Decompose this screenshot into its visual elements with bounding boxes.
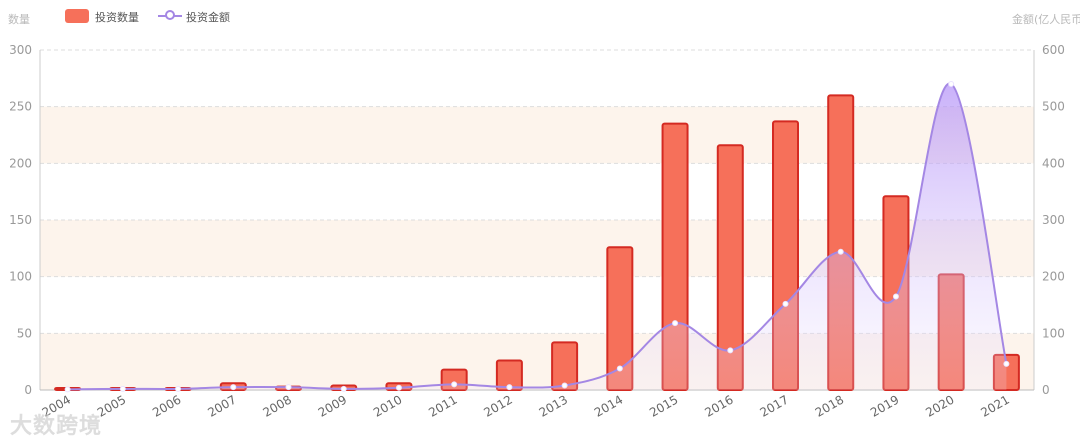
x-tick-label: 2006	[150, 392, 183, 419]
legend-bar-swatch[interactable]	[65, 9, 89, 23]
y-left-tick-label: 0	[24, 383, 32, 397]
watermark-logo: 大数跨境	[10, 414, 103, 439]
y-left-tick-label: 150	[9, 213, 32, 227]
amount-line	[67, 82, 1008, 391]
x-tick-label: 2021	[978, 392, 1011, 419]
y-right-tick-label: 100	[1042, 326, 1065, 340]
x-tick-label: 2012	[481, 392, 514, 419]
y-left-tick-label: 250	[9, 100, 32, 114]
grid-band	[40, 220, 1034, 277]
x-tick-label: 2008	[261, 392, 294, 419]
y-right-tick-label: 0	[1042, 383, 1050, 397]
x-tick-label: 2019	[868, 392, 901, 419]
x-tick-label: 2007	[205, 392, 238, 419]
y-left-tick-label: 300	[9, 43, 32, 57]
amount-point-2014	[616, 365, 623, 372]
amount-point-2013	[561, 382, 568, 389]
legend-label-count[interactable]: 投资数量	[95, 11, 139, 24]
x-tick-label: 2011	[426, 392, 459, 419]
legend-line-marker[interactable]	[165, 10, 175, 20]
amount-point-2004	[64, 386, 71, 393]
x-tick-label: 2015	[647, 392, 680, 419]
y-right-tick-label: 400	[1042, 156, 1065, 170]
amount-area	[67, 83, 1007, 390]
y-left-tick-label: 200	[9, 156, 32, 170]
x-tick-label: 2010	[371, 392, 404, 419]
amount-point-2009	[340, 385, 347, 392]
amount-point-2016	[727, 347, 734, 354]
y-left-tick-label: 100	[9, 270, 32, 284]
amount-point-2012	[506, 384, 513, 391]
amount-point-2017	[782, 300, 789, 307]
y-right-tick-label: 500	[1042, 100, 1065, 114]
x-tick-label: 2013	[537, 392, 570, 419]
y-right-tick-label: 200	[1042, 270, 1065, 284]
amount-point-2015	[672, 320, 679, 327]
amount-point-2010	[395, 384, 402, 391]
y-right-tick-label: 300	[1042, 213, 1065, 227]
y-left-tick-label: 50	[17, 326, 32, 340]
amount-point-2008	[285, 384, 292, 391]
x-tick-label: 2020	[923, 392, 956, 419]
x-tick-label: 2009	[316, 392, 349, 419]
amount-point-2020	[948, 81, 955, 87]
amount-point-2006	[175, 385, 182, 392]
amount-point-2021	[1003, 360, 1010, 367]
legend-label-amount[interactable]: 投资金额	[186, 11, 230, 24]
amount-point-2011	[451, 381, 458, 388]
amount-point-2019	[892, 293, 899, 300]
grid-band	[40, 106, 1034, 164]
x-tick-label: 2014	[592, 392, 625, 419]
y-right-tick-label: 600	[1042, 43, 1065, 57]
amount-point-2007	[230, 384, 237, 391]
x-tick-label: 2017	[758, 392, 791, 419]
x-tick-label: 2018	[813, 392, 846, 419]
y-axis-left-title: 数量	[8, 13, 30, 26]
amount-point-2005	[119, 385, 126, 392]
y-axis-right-title: 金额(亿人民币)	[1012, 13, 1080, 26]
x-tick-label: 2016	[702, 392, 735, 419]
amount-point-2018	[837, 248, 844, 255]
